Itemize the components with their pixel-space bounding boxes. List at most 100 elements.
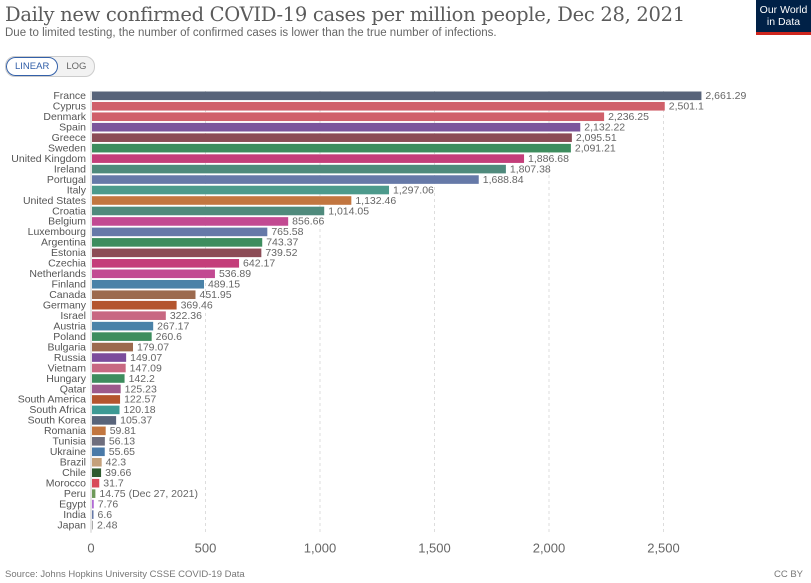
bar[interactable] [92, 91, 702, 101]
linear-scale-button[interactable]: LINEAR [6, 57, 59, 76]
bar-row[interactable]: Netherlands 536.89 [29, 268, 251, 280]
bar-row[interactable]: Ireland 1,807.38 [54, 163, 551, 175]
bar-row[interactable]: Germany 369.46 [43, 300, 213, 312]
bar[interactable] [92, 416, 117, 425]
license-link[interactable]: CC BY [773, 569, 803, 580]
bar[interactable] [92, 447, 105, 457]
value-label: 14.75 (Dec 27, 2021) [99, 488, 198, 500]
bar[interactable] [92, 238, 263, 247]
bar-row[interactable]: India 6.6 [63, 509, 112, 521]
bar-row[interactable]: Tunisia 56.13 [53, 436, 136, 448]
bar-row[interactable]: Japan 2.48 [57, 519, 117, 531]
bar-row[interactable]: South America 122.57 [18, 394, 157, 406]
bar[interactable] [92, 405, 120, 415]
x-tick-label: 1,000 [304, 541, 337, 556]
bar-row[interactable]: Bulgaria 179.07 [47, 341, 169, 353]
bar-row[interactable]: Ukraine 55.65 [50, 446, 135, 458]
bar[interactable] [92, 499, 94, 509]
bar-row[interactable]: Israel 322.36 [60, 310, 202, 322]
bar[interactable] [92, 248, 262, 258]
bar[interactable] [92, 489, 96, 498]
bar[interactable] [92, 300, 177, 310]
bar-row[interactable]: Cyprus 2,501.1 [53, 101, 704, 113]
bar[interactable] [92, 196, 352, 205]
bar-row[interactable]: Austria 267.17 [53, 320, 189, 332]
value-label: 739.52 [265, 247, 297, 259]
bar-row[interactable]: United States 1,132.46 [23, 195, 396, 207]
value-label: 856.66 [292, 216, 324, 228]
bar[interactable] [92, 395, 121, 404]
bar[interactable] [92, 321, 154, 331]
bar[interactable] [92, 384, 121, 394]
bar-row[interactable]: Czechia 642.17 [48, 258, 275, 270]
bar-row[interactable]: Morocco 31.7 [46, 477, 124, 489]
bar[interactable] [92, 478, 100, 488]
bar[interactable] [92, 374, 125, 383]
bar[interactable] [92, 164, 506, 174]
bar-row[interactable]: France 2,661.29 [53, 90, 746, 102]
bar-row[interactable]: Portugal 1,688.84 [47, 174, 524, 186]
bar[interactable] [92, 133, 572, 142]
bar-row[interactable]: United Kingdom 1,886.68 [11, 153, 569, 165]
bar-row[interactable]: Canada 451.95 [49, 289, 232, 301]
bar-row[interactable]: Hungary 142.2 [46, 373, 155, 385]
bar[interactable] [92, 175, 479, 184]
category-label: Sweden [48, 142, 86, 154]
value-label: 369.46 [181, 300, 213, 312]
bar[interactable] [92, 426, 106, 436]
bar-row[interactable]: Peru 14.75 (Dec 27, 2021) [64, 488, 198, 500]
category-label: Germany [43, 300, 87, 312]
bar-row[interactable]: Greece 2,095.51 [52, 132, 617, 144]
bar[interactable] [92, 290, 196, 300]
category-label: Denmark [43, 111, 86, 123]
bar-row[interactable]: Luxembourg 765.58 [28, 226, 304, 238]
bar-row[interactable]: Spain 2,132.22 [59, 122, 625, 134]
bar[interactable] [92, 311, 166, 320]
bar-row[interactable]: Croatia 1,014.05 [52, 205, 369, 217]
bar[interactable] [92, 510, 94, 519]
bar-row[interactable]: Finland 489.15 [52, 279, 241, 291]
log-scale-button[interactable]: LOG [66, 61, 87, 72]
bar-row[interactable]: Sweden 2,091.21 [48, 142, 616, 154]
bar[interactable] [92, 185, 390, 195]
bar[interactable] [92, 353, 127, 362]
bar[interactable] [92, 101, 665, 111]
bar[interactable] [92, 520, 93, 530]
x-tick-label: 500 [195, 541, 217, 556]
bar-row[interactable]: Argentina 743.37 [41, 237, 298, 249]
bar[interactable] [92, 143, 571, 153]
value-label: 1,014.05 [328, 205, 369, 217]
category-label: Brazil [60, 457, 86, 469]
bar[interactable] [92, 217, 289, 226]
bar-row[interactable]: Belgium 856.66 [48, 216, 324, 228]
bar-row[interactable]: South Korea 105.37 [28, 415, 153, 427]
bar-row[interactable]: Egypt 7.76 [59, 498, 118, 510]
bar[interactable] [92, 363, 126, 373]
bar[interactable] [92, 332, 152, 341]
bar-row[interactable]: Qatar 125.23 [60, 383, 157, 395]
bar-row[interactable]: Poland 260.6 [53, 331, 182, 343]
bar[interactable] [92, 279, 205, 289]
category-label: United Kingdom [11, 153, 86, 165]
bar-row[interactable]: Brazil 42.3 [60, 457, 127, 469]
bar-row[interactable]: Italy 1,297.06 [67, 184, 434, 196]
owid-logo[interactable]: Our World in Data [756, 0, 811, 35]
bar-row[interactable]: Denmark 2,236.25 [43, 111, 649, 123]
bar-row[interactable]: Estonia 739.52 [51, 247, 298, 259]
bar-row[interactable]: Russia 149.07 [54, 352, 163, 364]
bar-row[interactable]: South Africa 120.18 [29, 404, 155, 416]
bar[interactable] [92, 437, 105, 446]
bar[interactable] [92, 457, 102, 467]
bar[interactable] [92, 154, 525, 163]
bar[interactable] [92, 122, 581, 132]
bar[interactable] [92, 206, 325, 216]
bar[interactable] [92, 227, 268, 237]
bar[interactable] [92, 342, 134, 352]
bar[interactable] [92, 112, 605, 122]
bar-row[interactable]: Vietnam 147.09 [48, 362, 162, 374]
bar[interactable] [92, 468, 102, 478]
bar-row[interactable]: Chile 39.66 [62, 467, 131, 479]
bar-row[interactable]: Romania 59.81 [44, 425, 136, 437]
bar[interactable] [92, 269, 215, 279]
bar[interactable] [92, 259, 240, 268]
